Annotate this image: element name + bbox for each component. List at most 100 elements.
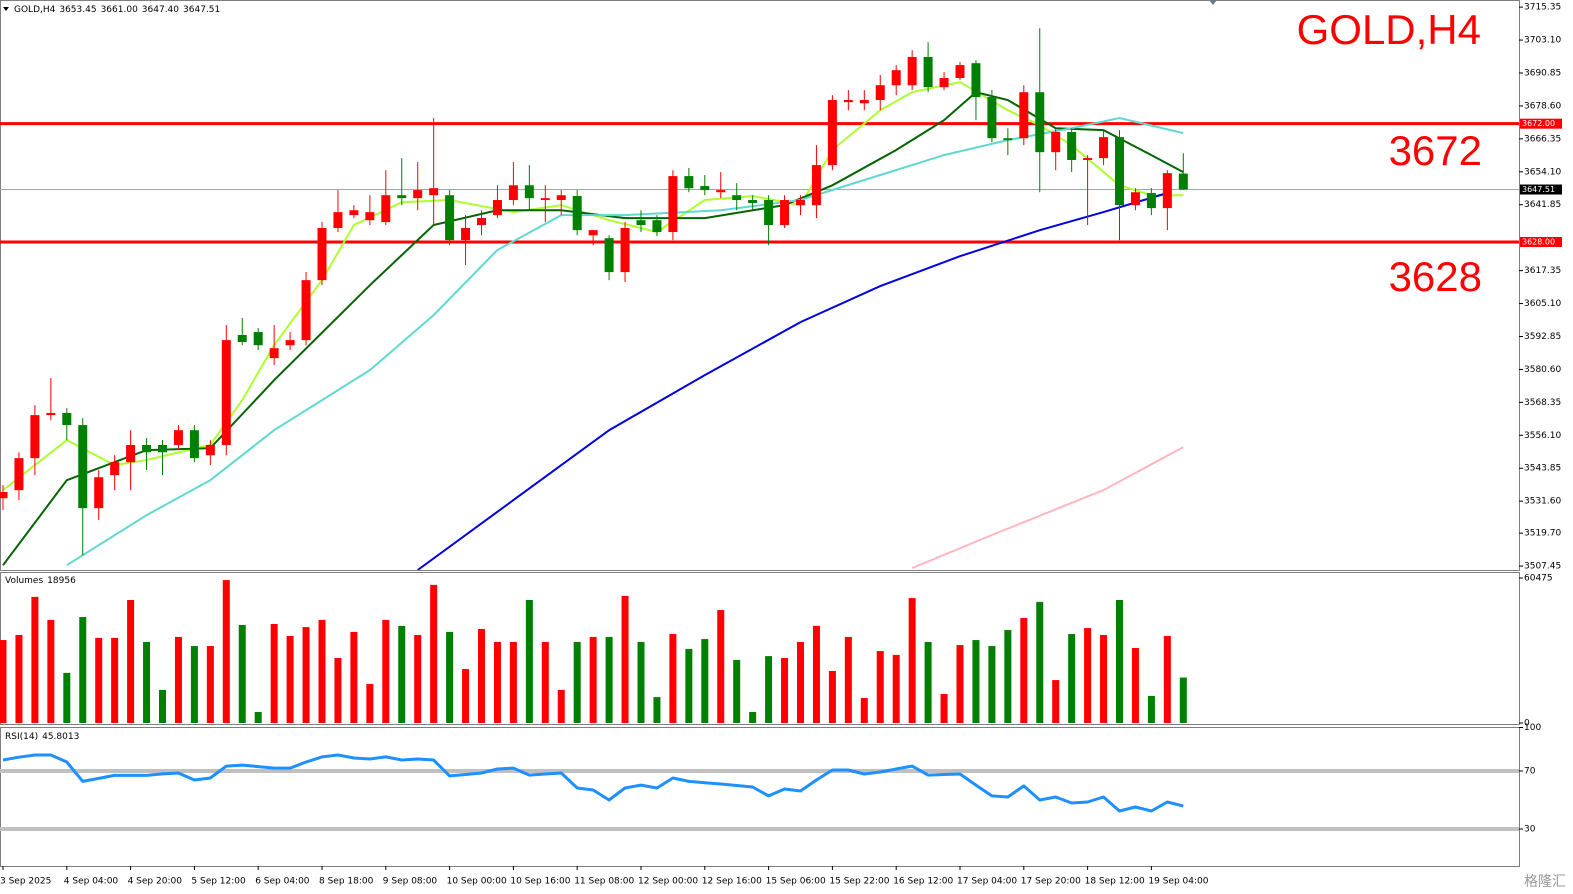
x-tick-label: 3 Sep 2025 <box>0 877 51 887</box>
candle-body <box>1099 137 1109 159</box>
volume-bar <box>573 641 581 723</box>
volume-bar <box>1084 628 1092 723</box>
header-open: 3653.45 <box>59 5 96 15</box>
volume-bar <box>717 610 725 723</box>
volume-bar <box>462 669 470 723</box>
volume-bar <box>206 646 214 723</box>
volume-title: Volumes <box>5 576 43 586</box>
volume-bar <box>493 641 501 723</box>
candle-body <box>1130 192 1140 206</box>
candle-body <box>1146 193 1156 209</box>
price-plot <box>0 28 1519 570</box>
volume-bar <box>1004 629 1012 723</box>
volume-bar <box>876 651 884 723</box>
candle-body <box>1035 92 1045 153</box>
pane-borders <box>0 0 1520 867</box>
volume-bar <box>637 641 645 723</box>
volume-bar <box>47 619 55 723</box>
x-tick-label: 11 Sep 08:00 <box>574 877 634 887</box>
candle-body <box>62 412 72 426</box>
volume-bar <box>111 637 119 723</box>
candle-body <box>827 100 837 166</box>
x-tick-label: 12 Sep 16:00 <box>702 877 762 887</box>
volume-bar <box>79 617 87 723</box>
x-tick-label: 5 Sep 12:00 <box>191 877 246 887</box>
candle-body <box>987 97 997 139</box>
y-tick-label: 60475 <box>1524 574 1553 584</box>
volume-bar <box>653 697 661 723</box>
volume-bar <box>557 689 565 723</box>
candle-body <box>716 190 726 193</box>
symbol: GOLD,H4 <box>14 5 56 15</box>
volume-bar <box>430 584 438 723</box>
candle-body <box>524 185 534 199</box>
header-icon <box>3 7 9 11</box>
volume-bar <box>1116 599 1123 723</box>
candle-body <box>205 444 215 456</box>
y-tick-label: 3507.45 <box>1524 562 1561 572</box>
rsi-pane <box>0 727 1520 867</box>
volume-bar <box>382 619 390 723</box>
volume-plot <box>0 580 1187 723</box>
y-tick-label: 3556.10 <box>1524 431 1561 441</box>
rsi-line <box>2 753 1184 813</box>
volume-bar <box>797 641 804 723</box>
x-tick-label: 10 Sep 16:00 <box>510 877 570 887</box>
y-tick-label: 3703.10 <box>1524 36 1561 46</box>
candle-body <box>1178 173 1188 190</box>
moving-average <box>66 116 1184 567</box>
candle-body <box>939 77 949 88</box>
candle-body <box>189 430 199 459</box>
candle-body <box>588 230 598 236</box>
level-annotation: 3628 <box>1389 253 1482 300</box>
volume-bar <box>127 599 135 723</box>
volume-bar <box>956 645 964 723</box>
x-tick-label: 18 Sep 12:00 <box>1085 877 1145 887</box>
candle-body <box>620 228 630 273</box>
candle-body <box>556 195 566 201</box>
candle-body <box>397 195 407 199</box>
candle-body <box>445 195 455 241</box>
y-tick-label: 3592.85 <box>1524 332 1561 342</box>
volume-bar <box>589 636 597 723</box>
x-tick-label: 17 Sep 04:00 <box>957 877 1017 887</box>
volume-bar <box>812 625 820 723</box>
volume-bar <box>143 641 151 723</box>
volume-bar <box>318 619 326 723</box>
x-tick-label: 16 Sep 12:00 <box>893 877 953 887</box>
volume-bar <box>350 631 358 723</box>
volume-bar <box>908 598 916 723</box>
axes: 3672.00 3628.00 3647.51 3715.35 3703.10 3690.… <box>0 3 1562 887</box>
candle-body <box>126 444 136 463</box>
volume-bar <box>414 635 422 723</box>
header-low: 3647.40 <box>142 5 179 15</box>
candle-body <box>349 210 359 216</box>
volume-bar <box>1052 680 1060 723</box>
watermark: 格隆汇 <box>1524 874 1566 890</box>
candle-body <box>285 340 295 346</box>
price-tag <box>1520 184 1562 195</box>
y-tick-label: 3641.85 <box>1524 200 1561 210</box>
volume-bar <box>1100 635 1108 723</box>
volume-bar <box>844 636 852 723</box>
candle-body <box>604 238 614 273</box>
y-tick-label: 3519.70 <box>1524 529 1561 539</box>
volume-bar <box>749 711 757 723</box>
x-tick-label: 17 Sep 20:00 <box>1021 877 1081 887</box>
level-tag-label: 3672.00 <box>1522 119 1555 128</box>
candle-body <box>46 412 56 416</box>
volume-bar <box>190 646 198 723</box>
volume-bar <box>238 624 246 723</box>
volume-bar <box>1163 635 1171 723</box>
candle-body <box>1051 132 1061 153</box>
candle-body <box>317 228 327 281</box>
candle-body <box>811 165 821 206</box>
header: GOLD,H4 3653.45 3661.00 3647.40 3647.51 <box>14 5 220 15</box>
candle-body <box>652 220 662 233</box>
candle-body <box>668 176 678 233</box>
y-tick-label: 3690.85 <box>1524 68 1561 78</box>
volume-bar <box>972 640 980 723</box>
candle-body <box>843 100 853 103</box>
